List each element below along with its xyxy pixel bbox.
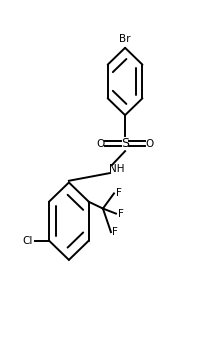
Text: S: S	[121, 137, 129, 150]
Text: Br: Br	[119, 34, 131, 44]
Text: F: F	[118, 209, 123, 219]
Text: F: F	[116, 188, 121, 198]
Text: Cl: Cl	[22, 236, 33, 245]
Text: NH: NH	[109, 164, 124, 174]
Text: F: F	[112, 227, 118, 237]
Text: O: O	[97, 139, 105, 149]
Text: O: O	[145, 139, 154, 149]
